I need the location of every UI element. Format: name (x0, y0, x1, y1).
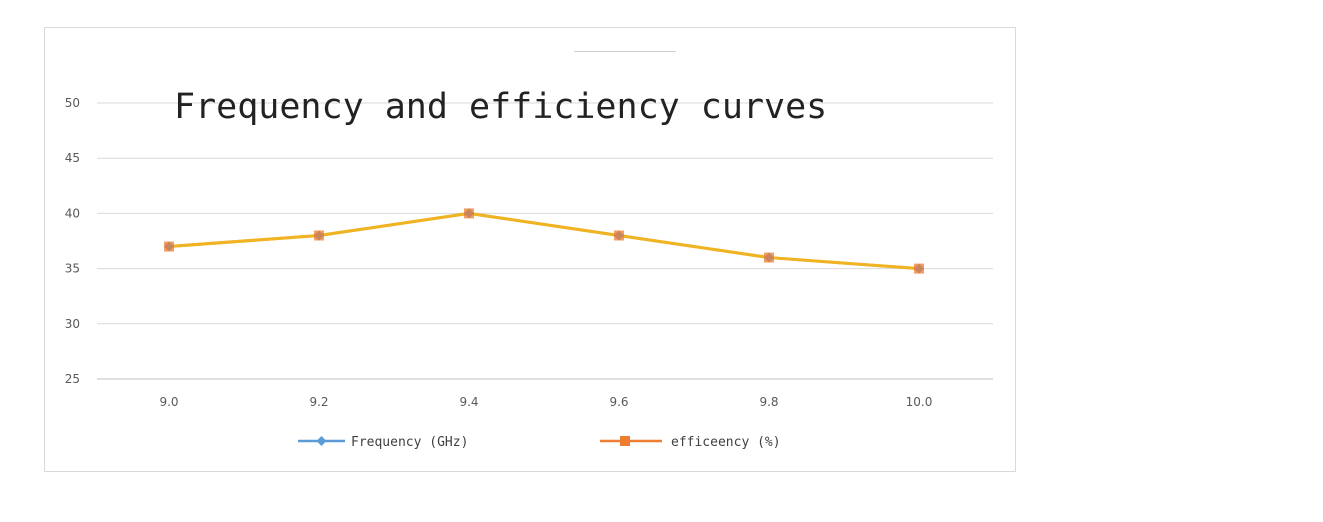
y-tick-label: 35 (65, 262, 80, 276)
legend-item-frequency: Frequency (GHz) (298, 435, 468, 450)
x-tick-label: 9.4 (459, 395, 478, 409)
data-point-efficiency (764, 252, 774, 263)
x-tick-label: 10.0 (906, 395, 933, 409)
legend-diamond-marker (316, 436, 327, 446)
chart-title: Frequency and efficiency curves (174, 87, 827, 127)
y-tick-label: 30 (65, 317, 80, 331)
legend-item-efficiency: efficeency (%) (600, 435, 781, 450)
y-tick-label: 40 (65, 206, 80, 220)
y-axis-ticks: 25 30 35 40 45 50 (65, 96, 80, 386)
y-tick-label: 25 (65, 372, 80, 386)
data-point-efficiency (464, 208, 474, 219)
legend-label-efficiency: efficeency (%) (671, 435, 781, 450)
data-point-efficiency (314, 230, 324, 241)
data-point-efficiency (914, 263, 924, 274)
y-tick-label: 45 (65, 151, 80, 165)
legend-square-marker (620, 436, 630, 446)
x-tick-label: 9.6 (609, 395, 628, 409)
data-point-efficiency (614, 230, 624, 241)
chart-frame (44, 27, 1016, 472)
x-tick-label: 9.8 (759, 395, 778, 409)
series-line-efficiency (168, 211, 920, 271)
series-lines (164, 208, 924, 274)
x-tick-label: 9.0 (159, 395, 178, 409)
legend: Frequency (GHz) efficeency (%) (298, 435, 781, 450)
chart-top-divider (574, 51, 676, 52)
x-tick-label: 9.2 (309, 395, 328, 409)
data-point-efficiency (164, 241, 174, 252)
gridlines (97, 102, 993, 380)
y-tick-label: 50 (65, 96, 80, 110)
x-axis-ticks: 9.0 9.2 9.4 9.6 9.8 10.0 (159, 395, 932, 409)
legend-label-frequency: Frequency (GHz) (351, 435, 468, 450)
